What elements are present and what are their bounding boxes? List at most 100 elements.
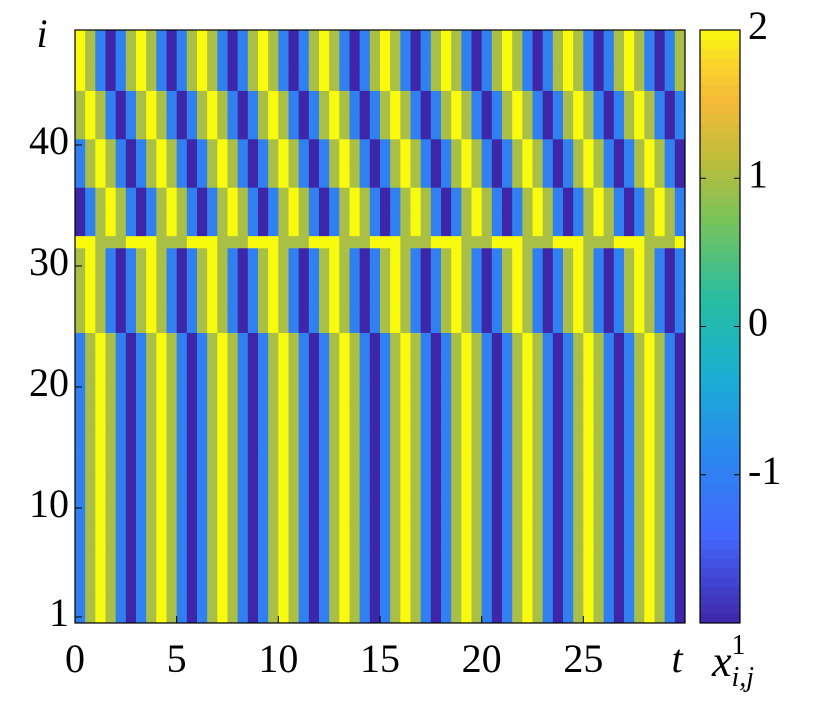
heatmap-cell (674, 429, 686, 454)
heatmap-cell (420, 526, 432, 551)
heatmap-cell (532, 356, 544, 382)
heatmap-cell (308, 380, 320, 406)
heatmap-cell (207, 550, 218, 575)
heatmap-cell (95, 429, 106, 454)
heatmap-cell (115, 574, 127, 600)
heatmap-cell (288, 308, 300, 333)
heatmap-cell (471, 453, 483, 479)
heatmap-cell (634, 453, 645, 479)
heatmap-cell (125, 429, 137, 454)
heatmap-cell (105, 114, 117, 140)
heatmap-cell (491, 429, 503, 454)
heatmap-cell (339, 30, 350, 43)
heatmap-cell (644, 284, 655, 309)
heatmap-cell (532, 501, 544, 527)
heatmap-cell (400, 211, 411, 237)
heatmap-cell (583, 42, 594, 67)
heatmap-cell (512, 259, 523, 285)
heatmap-cell (522, 501, 533, 527)
heatmap-cell (156, 598, 167, 624)
heatmap-cell (115, 598, 127, 624)
heatmap-cell (502, 574, 513, 600)
heatmap-cell (115, 356, 127, 382)
heatmap-cell (451, 380, 462, 406)
heatmap-cell (502, 550, 513, 575)
heatmap-cell (471, 574, 483, 600)
heatmap-cell (247, 211, 259, 237)
heatmap-cell (491, 235, 503, 249)
heatmap-cell (380, 429, 391, 454)
heatmap-cell (319, 477, 330, 503)
heatmap-cell (563, 30, 574, 43)
heatmap-cell (339, 550, 350, 575)
heatmap-cell (593, 66, 605, 91)
colorbar-swatch (700, 280, 740, 290)
heatmap-cell (95, 405, 106, 430)
heatmap-cell (227, 526, 239, 551)
heatmap-cell (512, 308, 523, 333)
heatmap-cell (634, 42, 645, 67)
heatmap-cell (156, 453, 167, 479)
heatmap-cell (400, 66, 411, 91)
heatmap-cell (298, 501, 310, 527)
heatmap-cell (380, 308, 391, 333)
heatmap-cell (278, 405, 289, 430)
heatmap-cell (247, 356, 259, 382)
heatmap-cell (298, 90, 310, 116)
heatmap-cell (349, 211, 361, 237)
heatmap-cell (319, 453, 330, 479)
heatmap-cell (613, 30, 625, 43)
heatmap-cell (278, 138, 289, 164)
heatmap-cell (75, 453, 86, 479)
heatmap-cell (75, 138, 86, 164)
heatmap-cell (105, 501, 117, 527)
heatmap-cell (197, 284, 208, 309)
heatmap-cell (400, 163, 411, 188)
heatmap-cell (400, 550, 411, 575)
heatmap-cell (95, 30, 106, 43)
heatmap-cell (410, 247, 422, 261)
heatmap-cell (278, 598, 289, 624)
heatmap-cell (166, 380, 178, 406)
heatmap-cell (593, 90, 605, 116)
heatmap-cell (136, 284, 147, 309)
heatmap-cell (258, 332, 269, 358)
heatmap-cell (217, 90, 228, 116)
heatmap-cell (532, 30, 544, 43)
heatmap-cell (664, 356, 676, 382)
heatmap-cell (410, 284, 422, 309)
heatmap-cell (522, 259, 533, 285)
heatmap-cell (603, 235, 615, 249)
heatmap-cell (217, 187, 228, 212)
heatmap-cell (176, 453, 188, 479)
heatmap-cell (502, 332, 513, 358)
heatmap-cell (359, 405, 371, 430)
heatmap-cell (634, 526, 645, 551)
heatmap-cell (624, 284, 635, 309)
heatmap-cell (105, 66, 117, 91)
colorbar-swatch (700, 465, 740, 476)
heatmap-cell (217, 259, 228, 285)
heatmap-cell (359, 235, 371, 249)
heatmap-cell (380, 259, 391, 285)
heatmap-cell (339, 356, 350, 382)
heatmap-cell (329, 114, 340, 140)
heatmap-cell (339, 526, 350, 551)
heatmap-cell (369, 526, 381, 551)
heatmap-cell (502, 30, 513, 43)
heatmap-cell (542, 247, 554, 261)
heatmap-cell (390, 90, 401, 116)
heatmap-cell (603, 332, 615, 358)
heatmap-cell (339, 284, 350, 309)
heatmap-cell (390, 284, 401, 309)
heatmap-cell (583, 453, 594, 479)
heatmap-cell (644, 380, 655, 406)
heatmap-cell (125, 114, 137, 140)
heatmap-cell (298, 453, 310, 479)
heatmap-cell (420, 90, 432, 116)
heatmap-cell (95, 308, 106, 333)
colorbar-swatch (700, 85, 740, 96)
heatmap-cell (115, 405, 127, 430)
heatmap-cell (613, 90, 625, 116)
heatmap-cell (380, 30, 391, 43)
